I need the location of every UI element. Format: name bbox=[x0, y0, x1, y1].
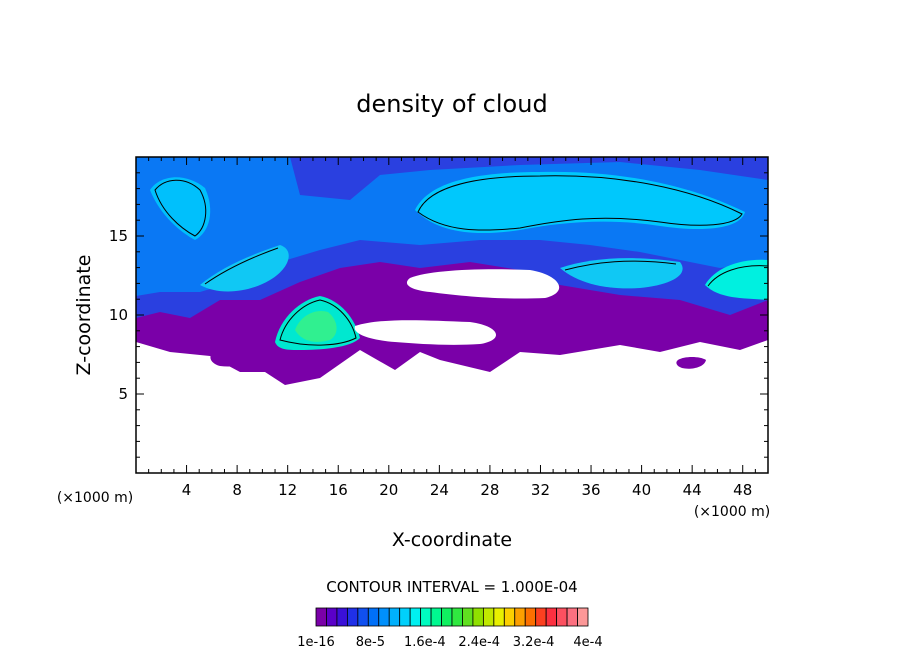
field-region-cyan-left bbox=[150, 177, 211, 240]
x-tick-label: 4 bbox=[182, 481, 192, 499]
colorbar-swatch bbox=[399, 607, 411, 627]
x-tick-label: 36 bbox=[581, 481, 600, 499]
colorbar-swatch bbox=[315, 607, 327, 627]
colorbar-swatch bbox=[378, 607, 390, 627]
colorbar bbox=[315, 607, 589, 627]
contour-interval-label: CONTOUR INTERVAL = 1.000E-04 bbox=[326, 578, 577, 596]
x-axis-label: X-coordinate bbox=[392, 529, 512, 551]
field-region-cyan-midleft bbox=[200, 245, 289, 292]
chart-title: density of cloud bbox=[356, 90, 547, 118]
colorbar-swatch bbox=[566, 607, 578, 627]
field-gap-upper bbox=[406, 269, 560, 299]
x-tick-label: 40 bbox=[632, 481, 651, 499]
field-island-right bbox=[676, 357, 706, 369]
colorbar-swatch bbox=[514, 607, 526, 627]
contour-field bbox=[136, 157, 768, 473]
colorbar-swatch bbox=[451, 607, 463, 627]
field-gap-middle bbox=[354, 320, 497, 345]
colorbar-swatch bbox=[430, 607, 442, 627]
colorbar-swatch bbox=[535, 607, 547, 627]
colorbar-swatch bbox=[503, 607, 516, 627]
x-tick-label: 28 bbox=[480, 481, 499, 499]
y-unit-label: (×1000 m) bbox=[57, 490, 133, 506]
contour-line-right-cloud bbox=[707, 265, 768, 287]
colorbar-label: 2.4e-4 bbox=[458, 635, 500, 650]
colorbar-swatch bbox=[556, 607, 568, 627]
colorbar-label: 1e-16 bbox=[297, 635, 335, 650]
colorbar-labels: 1e-16 8e-5 1.6e-4 2.4e-4 3.2e-4 4e-4 bbox=[297, 635, 602, 650]
colorbar-swatch bbox=[545, 607, 558, 627]
x-tick-label: 48 bbox=[733, 481, 752, 499]
colorbar-swatch bbox=[441, 607, 453, 627]
x-tick-label: 12 bbox=[278, 481, 297, 499]
field-region-cyan-midright bbox=[560, 258, 683, 289]
contour-line-core-left bbox=[279, 299, 357, 346]
colorbar-swatch bbox=[388, 607, 401, 627]
x-tick-label: 24 bbox=[430, 481, 449, 499]
field-region-teal-right bbox=[705, 259, 768, 300]
colorbar-swatch bbox=[346, 607, 359, 627]
colorbar-label: 8e-5 bbox=[356, 635, 385, 650]
y-tick-label: 15 bbox=[109, 227, 128, 245]
colorbar-swatch bbox=[420, 607, 432, 627]
field-region-green-core bbox=[295, 310, 337, 342]
x-tick-label: 20 bbox=[379, 481, 398, 499]
colorbar-swatch bbox=[409, 607, 422, 627]
y-axis: 5 10 15 bbox=[109, 172, 768, 458]
colorbar-swatch bbox=[462, 607, 474, 627]
x-tick-label: 16 bbox=[329, 481, 348, 499]
colorbar-swatch bbox=[482, 607, 495, 627]
y-tick-label: 5 bbox=[118, 385, 128, 403]
x-axis: 4 8 12 16 20 24 28 32 36 40 44 48 bbox=[148, 157, 756, 499]
colorbar-swatch bbox=[472, 607, 484, 627]
field-island-left bbox=[210, 351, 255, 367]
colorbar-swatch bbox=[493, 607, 505, 627]
colorbar-swatch bbox=[357, 607, 369, 627]
contour-line-upper-right bbox=[417, 175, 743, 231]
y-axis-label: Z-coordinate bbox=[73, 255, 95, 376]
colorbar-swatch bbox=[367, 607, 380, 627]
contour-lines bbox=[154, 175, 768, 346]
colorbar-swatch bbox=[577, 607, 589, 627]
contour-line-mid-left bbox=[204, 247, 279, 285]
contour-line-upper-left bbox=[154, 179, 207, 237]
x-tick-label: 8 bbox=[232, 481, 242, 499]
colorbar-label: 1.6e-4 bbox=[404, 635, 446, 650]
x-tick-label: 44 bbox=[683, 481, 702, 499]
colorbar-swatch bbox=[336, 607, 348, 627]
x-unit-label: (×1000 m) bbox=[694, 504, 770, 520]
colorbar-swatch bbox=[524, 607, 537, 627]
colorbar-label: 4e-4 bbox=[573, 635, 602, 650]
colorbar-swatch bbox=[326, 607, 338, 627]
x-tick-label: 32 bbox=[531, 481, 550, 499]
contour-line-mid-right bbox=[564, 260, 677, 271]
y-tick-label: 10 bbox=[109, 306, 128, 324]
colorbar-label: 3.2e-4 bbox=[513, 635, 555, 650]
